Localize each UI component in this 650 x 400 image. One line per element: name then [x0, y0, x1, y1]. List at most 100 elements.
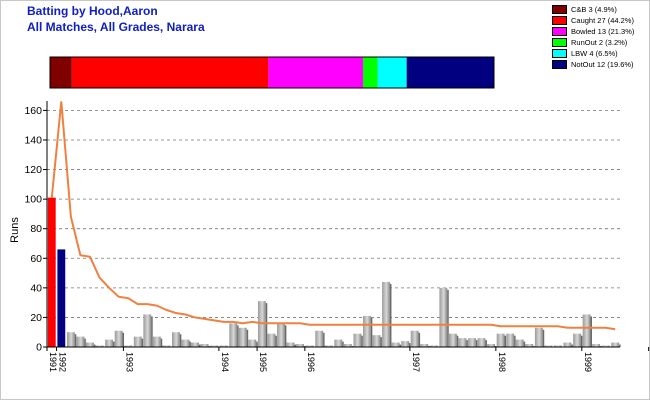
x-axis-ticks: 1991199219931994199519961997199819992000	[46, 347, 650, 372]
bar	[296, 344, 304, 347]
bar	[334, 339, 343, 347]
bar	[458, 338, 467, 347]
bar	[534, 327, 543, 347]
y-tick-label: 40	[30, 282, 42, 294]
bar	[95, 345, 104, 347]
bar	[191, 342, 199, 347]
x-tick-label: 1995	[258, 352, 268, 372]
bar	[181, 339, 190, 347]
bar	[592, 344, 601, 347]
y-tick-label: 120	[24, 164, 42, 176]
y-tick-label: 80	[30, 223, 42, 235]
bar-shadow	[523, 341, 526, 347]
bar	[315, 330, 324, 347]
bar	[573, 333, 581, 347]
bar	[286, 342, 295, 347]
bar-shadow	[284, 325, 287, 347]
bar-shadow	[475, 340, 478, 347]
bar	[172, 332, 180, 347]
legend-label: RunOut 2 (3.2%)	[571, 38, 628, 47]
legend-swatch	[552, 5, 567, 14]
average-line	[50, 101, 616, 331]
legend-item-bowled: Bowled 13 (21.3%)	[552, 26, 648, 37]
legend-swatch	[552, 38, 567, 47]
bar	[200, 344, 209, 347]
bar	[105, 339, 113, 347]
legend: C&B 3 (4.9%) Caught 27 (44.2%) Bowled 13…	[552, 4, 648, 70]
bar	[382, 281, 390, 347]
bar	[248, 339, 257, 347]
bar-shadow	[93, 344, 96, 347]
bar	[343, 344, 352, 347]
bar-shadow	[447, 289, 449, 347]
bar-shadow	[122, 332, 125, 347]
bar	[487, 344, 495, 347]
bar	[448, 333, 457, 347]
bar	[76, 336, 85, 347]
stack-segment-cb	[50, 57, 72, 88]
bar-shadow	[179, 334, 182, 347]
bar-shadow	[389, 283, 392, 347]
legend-item-notout: NotOut 12 (19.6%)	[552, 59, 648, 70]
bar-shadow	[294, 344, 296, 347]
bar-shadow	[370, 317, 373, 347]
bar-shadow	[151, 316, 153, 347]
bar	[544, 345, 553, 347]
bar	[391, 342, 400, 347]
bar-shadow	[237, 325, 239, 347]
bar	[267, 333, 276, 347]
y-tick-label: 20	[30, 312, 42, 324]
bar	[143, 314, 152, 347]
bar-shadow	[619, 344, 621, 347]
dismissal-stacked-bar	[49, 56, 495, 89]
bar-shadow	[256, 341, 258, 347]
bar	[114, 330, 123, 347]
bar	[86, 342, 94, 347]
bar	[554, 345, 562, 347]
x-tick-label: 1991	[48, 352, 58, 372]
bar	[496, 333, 505, 347]
bar-shadow	[504, 335, 507, 347]
bar	[372, 335, 381, 347]
x-tick-label: 1996	[306, 352, 316, 372]
bar-shadow	[418, 332, 421, 347]
y-axis-ticks: 0 20 40 60 80 100 120 140 160	[24, 105, 47, 354]
bar-shadow	[590, 316, 592, 347]
bar	[47, 197, 56, 347]
bar	[611, 342, 620, 347]
bar-shadow	[342, 341, 344, 347]
bar	[324, 345, 333, 347]
bar-shadow	[275, 335, 277, 347]
y-tick-label: 0	[36, 342, 42, 354]
y-tick-label: 140	[24, 134, 42, 146]
bar	[410, 330, 419, 347]
bar-shadow	[198, 344, 201, 347]
chart-title: Batting by Hood,Aaron	[27, 4, 158, 18]
bar	[363, 315, 371, 347]
gridlines	[47, 109, 620, 318]
legend-swatch	[552, 49, 567, 58]
bar	[477, 338, 486, 347]
stack-segment-bowled	[268, 57, 363, 88]
bar-shadow	[189, 341, 191, 347]
bar-shadow	[112, 341, 115, 347]
legend-label: C&B 3 (4.9%)	[571, 5, 617, 14]
bar	[353, 333, 362, 347]
bar-shadow	[246, 329, 249, 347]
x-tick-label: 1997	[411, 352, 421, 372]
legend-label: LBW 4 (6.5%)	[571, 49, 618, 58]
bar-shadow	[514, 335, 516, 347]
x-tick-label: 1999	[583, 352, 593, 372]
y-tick-label: 100	[24, 194, 42, 206]
y-tick-label: 160	[24, 105, 42, 117]
stack-segment-notout	[406, 57, 494, 88]
bar-shadow	[380, 337, 382, 347]
stack-segment-runout	[362, 57, 378, 88]
axes	[46, 101, 620, 348]
bar	[210, 345, 219, 347]
legend-item-runout: RunOut 2 (3.2%)	[552, 37, 648, 48]
bar-shadow	[456, 335, 459, 347]
bar	[219, 345, 228, 347]
average-line-path	[50, 101, 616, 331]
bar	[420, 344, 429, 347]
